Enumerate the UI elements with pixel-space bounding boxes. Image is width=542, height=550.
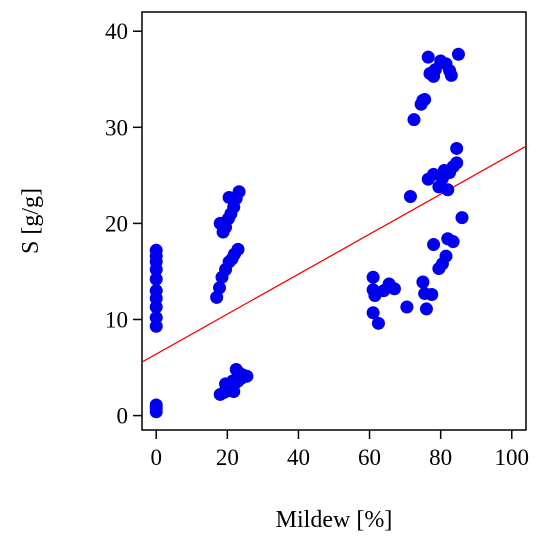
data-point-62 (421, 50, 435, 64)
data-point-42 (240, 369, 254, 383)
data-point-12 (149, 243, 163, 257)
data-point-52 (400, 300, 414, 314)
x-tick-label-20: 20 (216, 445, 239, 470)
data-point-47 (366, 306, 380, 320)
data-point-4 (149, 311, 163, 325)
x-axis-label: Mildew [%] (276, 507, 393, 533)
data-point-61 (416, 93, 430, 107)
x-tick-label-80: 80 (429, 445, 452, 470)
x-axis: 0 20 40 60 80 100 (150, 430, 529, 470)
data-point-70 (451, 47, 465, 61)
data-point-76 (441, 183, 455, 197)
y-axis: 0 10 20 30 40 (105, 19, 142, 429)
data-point-87 (455, 211, 469, 225)
data-point-55 (419, 302, 433, 316)
data-point-48 (371, 316, 385, 330)
y-tick-label-30: 30 (105, 115, 128, 140)
data-points (149, 47, 469, 419)
data-point-81 (427, 238, 441, 252)
data-point-69 (444, 68, 458, 82)
data-point-79 (450, 156, 464, 170)
x-tick-label-0: 0 (150, 445, 162, 470)
data-point-29 (222, 190, 236, 204)
y-tick-label-20: 20 (105, 211, 128, 236)
data-point-14 (213, 281, 227, 295)
data-point-57 (403, 189, 417, 203)
data-point-51 (387, 282, 401, 296)
x-tick-label-40: 40 (287, 445, 310, 470)
data-point-20 (231, 242, 245, 256)
x-tick-label-100: 100 (495, 445, 530, 470)
data-point-53 (416, 275, 430, 289)
y-tick-label-10: 10 (105, 307, 128, 332)
y-tick-label-0: 0 (117, 404, 129, 429)
y-tick-label-40: 40 (105, 19, 128, 44)
x-tick-label-60: 60 (358, 445, 381, 470)
fit-line (141, 145, 527, 363)
data-point-28 (232, 185, 246, 199)
data-point-86 (446, 235, 460, 249)
data-point-8 (149, 272, 163, 286)
y-axis-label: S [g/g] (18, 188, 44, 254)
data-point-7 (149, 284, 163, 298)
data-point-2 (149, 398, 163, 412)
data-point-84 (439, 249, 453, 263)
data-point-58 (407, 113, 421, 127)
data-point-56 (425, 288, 439, 302)
data-point-44 (366, 270, 380, 284)
fit-line-group (141, 145, 527, 363)
plot-frame (141, 11, 527, 431)
data-point-80 (450, 141, 464, 155)
data-point-43 (226, 374, 240, 388)
